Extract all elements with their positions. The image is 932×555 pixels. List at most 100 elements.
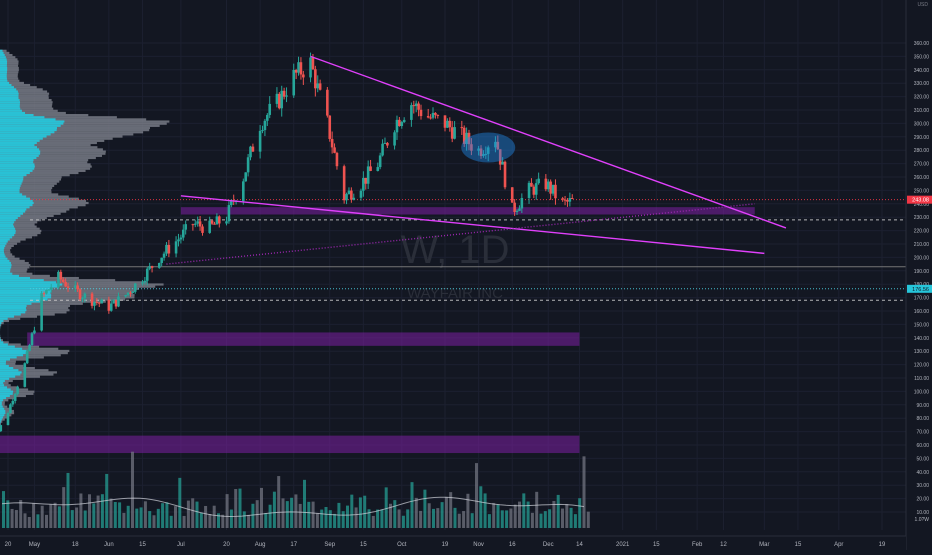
y-tick-label: 360.00 <box>914 41 930 47</box>
profile-bar-up <box>0 108 20 110</box>
profile-bar-up <box>0 206 30 208</box>
candle-body <box>108 300 111 311</box>
volume-bar <box>58 506 61 528</box>
candle-body <box>516 211 519 212</box>
profile-bar-up <box>0 189 19 191</box>
candle-body <box>362 178 365 191</box>
candle-body <box>379 155 382 167</box>
candle-body <box>300 62 303 74</box>
volume-bar <box>561 509 564 528</box>
volume-bar <box>144 501 147 528</box>
candle-body <box>199 221 202 226</box>
candle-body <box>393 132 396 145</box>
volume-bar <box>131 452 134 528</box>
volume-bar <box>196 502 199 528</box>
candle-body <box>146 269 149 281</box>
candle-body <box>0 425 2 431</box>
y-tick-label: 350.00 <box>914 54 930 60</box>
profile-bar-up <box>0 258 7 260</box>
candle-body <box>151 266 154 268</box>
profile-bar-up <box>0 230 16 232</box>
candle-body <box>434 113 437 115</box>
profile-bar-up <box>0 266 11 268</box>
volume-bar <box>419 511 422 528</box>
profile-bar-up <box>0 138 43 140</box>
profile-bar-up <box>0 401 2 403</box>
profile-bar-up <box>0 251 4 253</box>
profile-bar-up <box>0 296 51 298</box>
volume-bar <box>260 488 263 528</box>
volume-bar <box>24 513 27 528</box>
profile-bar-up <box>0 294 51 296</box>
profile-bar-up <box>0 133 51 135</box>
candle-body <box>384 143 387 144</box>
profile-bar-up <box>0 309 26 311</box>
candle-body <box>285 95 288 96</box>
profile-bar-up <box>0 273 12 275</box>
candle-body <box>314 69 317 88</box>
candle-body <box>180 238 183 240</box>
volume-bar <box>376 510 379 528</box>
y-tick-label: 50.00 <box>916 456 929 462</box>
x-tick-label: 12 <box>720 542 727 548</box>
profile-bar-up <box>0 150 40 152</box>
volume-bar <box>15 510 18 528</box>
y-tick-label: 330.00 <box>914 81 930 87</box>
candle-body <box>31 333 34 345</box>
profile-bar-up <box>0 301 40 303</box>
y-tick-label: 300.00 <box>914 121 930 127</box>
y-tick-label: 270.00 <box>914 162 930 168</box>
volume-bar <box>488 514 491 528</box>
volume-bar <box>213 506 216 528</box>
candle-body <box>76 285 79 289</box>
volume-bar <box>41 506 44 528</box>
y-tick-label: 210.00 <box>914 242 930 248</box>
candle-body <box>28 345 31 351</box>
profile-bar-up <box>0 67 7 69</box>
candle-body <box>453 127 456 139</box>
price-tag: 243.08 <box>912 198 929 204</box>
volume-bar <box>79 493 82 528</box>
volume-bar <box>578 498 581 528</box>
candle-body <box>326 90 329 116</box>
candle-body <box>177 239 180 241</box>
profile-bar-up <box>0 153 40 155</box>
candle-body <box>201 226 204 232</box>
highlight-ellipse <box>461 133 515 163</box>
volume-bar <box>522 493 525 528</box>
candle-body <box>564 200 567 201</box>
volume-bar <box>28 517 31 528</box>
profile-bar-up <box>0 195 26 197</box>
volume-label: 1.0?W <box>915 517 930 523</box>
profile-bar-up <box>0 264 12 266</box>
volume-bar <box>462 511 465 528</box>
profile-bar-up <box>0 416 3 418</box>
candle-body <box>14 394 17 401</box>
candle-body <box>259 131 262 152</box>
volume-bar <box>466 494 469 528</box>
profile-bar-up <box>0 172 30 174</box>
y-tick-label: 220.00 <box>914 229 930 235</box>
y-tick-label: 200.00 <box>914 255 930 261</box>
candle-body <box>461 127 464 128</box>
x-tick-label: May <box>29 542 40 548</box>
profile-bar-up <box>0 78 7 80</box>
profile-bar-up <box>0 146 37 148</box>
candle-body <box>446 121 449 128</box>
volume-bar <box>178 478 181 528</box>
x-tick-label: Jul <box>177 542 185 548</box>
profile-bar-up <box>0 406 3 408</box>
profile-bar-up <box>0 215 20 217</box>
profile-bar-up <box>0 88 16 90</box>
candle-body <box>9 404 12 413</box>
volume-bar <box>101 494 104 528</box>
candle-body <box>249 147 252 158</box>
profile-bar-up <box>0 187 20 189</box>
x-tick-label: 15 <box>360 542 367 548</box>
volume-bar <box>320 510 323 528</box>
profile-bar-up <box>0 180 23 182</box>
volume-bar <box>294 494 297 528</box>
